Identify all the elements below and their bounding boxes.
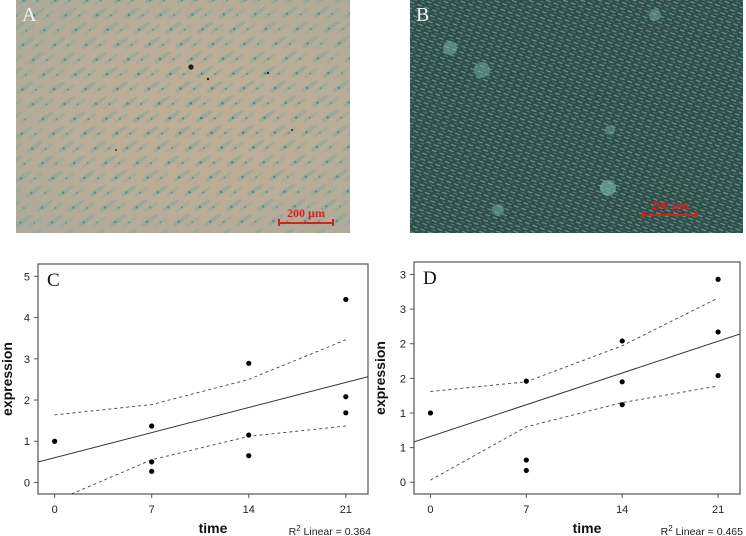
- data-point: [343, 296, 349, 303]
- data-point: [523, 457, 529, 463]
- y-tick-label: 5: [24, 271, 30, 283]
- r-squared-annotation: R2 Linear = 0.364: [289, 524, 372, 536]
- y-tick-label: 1: [400, 443, 406, 455]
- x-tick-label: 21: [340, 504, 352, 516]
- y-tick-label: 0: [24, 477, 30, 489]
- plot-area: [38, 296, 368, 494]
- regression-line: [414, 333, 740, 443]
- x-tick-label: 14: [243, 504, 255, 516]
- y-tick-label: 2: [24, 395, 30, 407]
- panel-label-c: C: [47, 270, 60, 291]
- ci-lower-line: [430, 385, 719, 481]
- r-squared-annotation: R2 Linear = 0.465: [661, 524, 744, 536]
- data-point: [149, 468, 155, 474]
- micrograph-panel-a: A 200 µm: [16, 0, 350, 233]
- y-axis-label: expression: [373, 341, 388, 415]
- data-point: [246, 453, 252, 459]
- micrograph-panel-b: B 200 µm: [410, 0, 743, 233]
- y-tick-label: 1: [24, 436, 30, 448]
- data-point: [246, 360, 252, 366]
- scale-bar-b: 200 µm: [642, 198, 698, 218]
- data-point: [343, 394, 349, 400]
- x-tick-label: 0: [52, 504, 58, 516]
- data-point: [715, 372, 721, 379]
- data-point: [523, 378, 529, 384]
- micrograph-b-image: [410, 0, 743, 233]
- scale-bar-a: 200 µm: [278, 206, 334, 226]
- x-tick-label: 14: [616, 504, 628, 516]
- y-tick-label: 3: [400, 269, 406, 281]
- data-point: [715, 276, 721, 282]
- y-axis-label: expression: [0, 342, 15, 416]
- x-tick-label: 7: [523, 504, 529, 516]
- data-point: [343, 410, 349, 416]
- data-point: [619, 379, 625, 385]
- plot-frame: [37, 263, 369, 495]
- data-point: [149, 459, 155, 465]
- y-tick-label: 3: [400, 304, 406, 316]
- panel-label-d: D: [423, 268, 437, 289]
- ci-lower-line: [71, 425, 346, 494]
- data-point: [523, 467, 529, 474]
- data-point: [715, 329, 721, 335]
- y-tick-label: 4: [24, 313, 30, 325]
- y-tick-label: 2: [400, 339, 406, 351]
- ci-upper-line: [430, 297, 719, 392]
- panel-label-a: A: [22, 4, 37, 26]
- x-tick-label: 21: [712, 504, 724, 516]
- data-point: [149, 423, 155, 429]
- x-tick-label: 7: [149, 504, 155, 516]
- data-point: [52, 438, 58, 444]
- micrograph-a-image: [16, 0, 350, 233]
- panel-label-b: B: [416, 4, 430, 26]
- x-axis-label: time: [199, 520, 228, 536]
- data-point: [619, 402, 625, 408]
- plot-area: [414, 276, 740, 481]
- y-tick-label: 3: [24, 354, 30, 366]
- scale-bar-b-label: 200 µm: [651, 198, 689, 212]
- y-tick-label: 1: [400, 408, 406, 420]
- y-tick-label: 0: [400, 477, 406, 489]
- data-point: [619, 338, 625, 344]
- ci-upper-line: [54, 339, 346, 416]
- scale-bar-a-label: 200 µm: [287, 206, 325, 220]
- x-axis-label: time: [573, 520, 602, 536]
- data-point: [246, 432, 252, 438]
- y-tick-label: 2: [400, 373, 406, 385]
- x-tick-label: 0: [427, 504, 433, 516]
- plot-frame: [413, 261, 741, 495]
- regression-line: [38, 376, 368, 463]
- data-point: [427, 410, 434, 416]
